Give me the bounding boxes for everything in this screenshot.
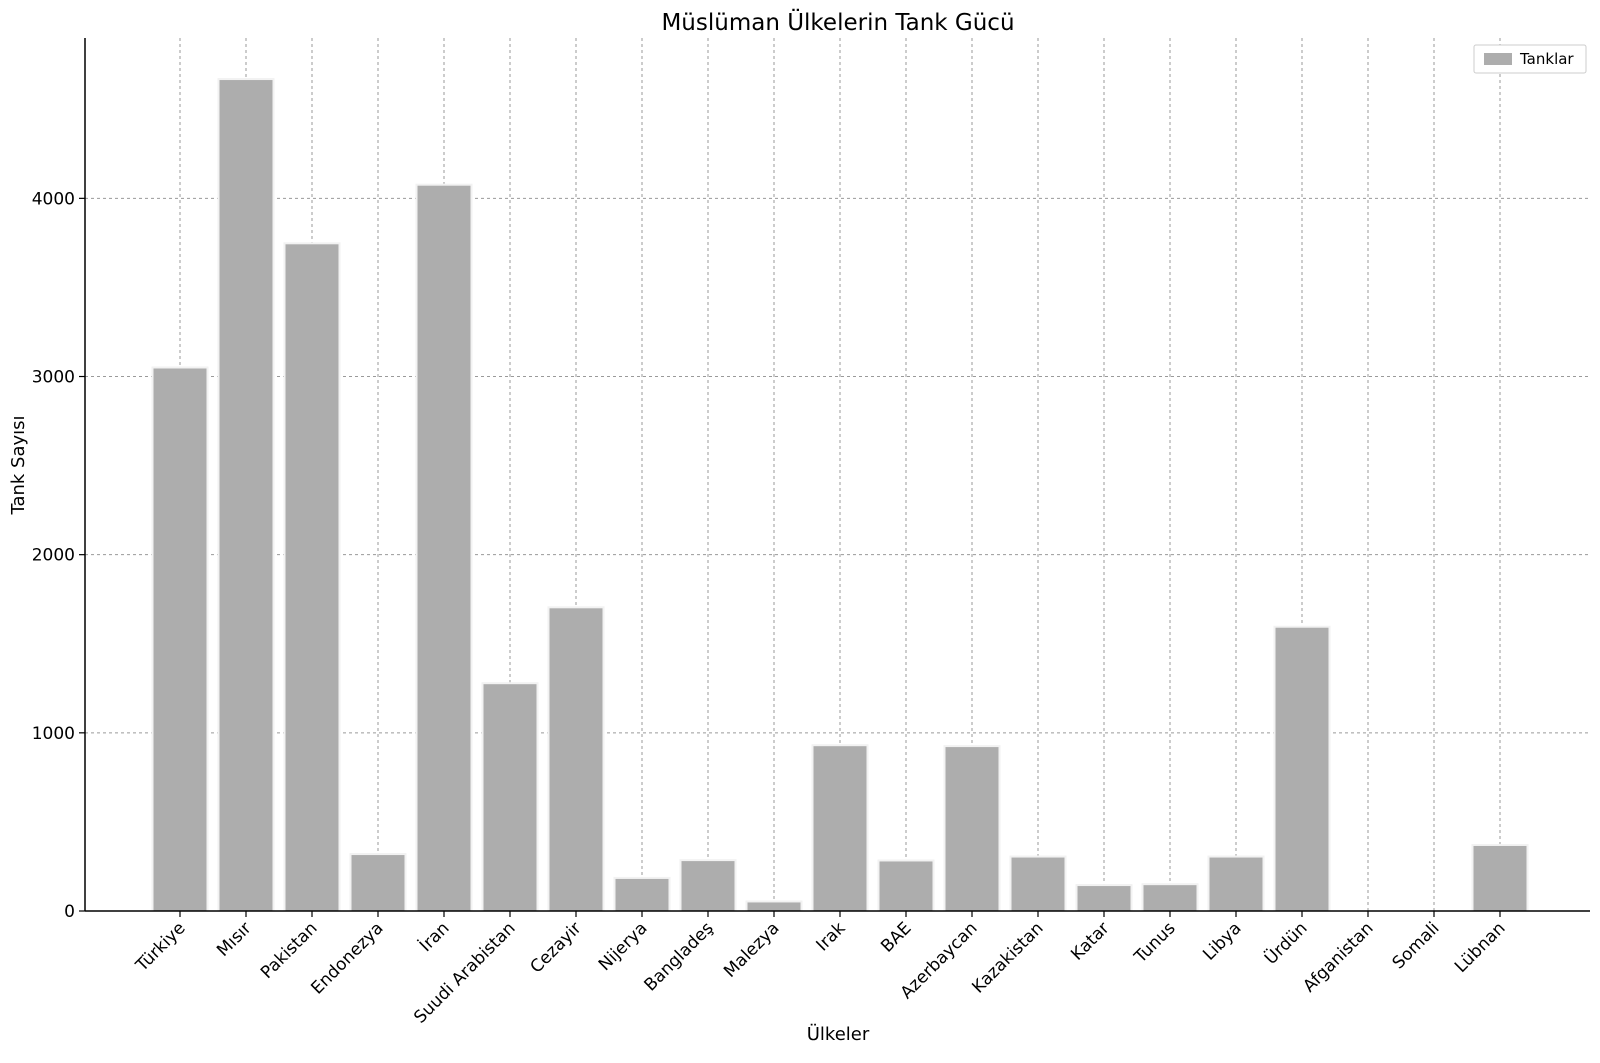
y-tick-label: 3000	[32, 368, 75, 388]
x-tick-label: İran	[415, 918, 453, 956]
x-tick-label: Pakistan	[257, 918, 321, 982]
legend-box	[1473, 44, 1587, 74]
bar-suudi-arabistan	[483, 684, 537, 911]
x-axis-title: Ülkeler	[807, 1023, 870, 1045]
bar-malezya	[747, 902, 801, 911]
bar-lübnan	[1473, 845, 1527, 911]
x-tick-label: Malezya	[720, 918, 783, 981]
x-tick-label: Kazakistan	[968, 918, 1047, 997]
y-tick-label: 0	[64, 902, 75, 922]
bar-katar	[1077, 886, 1131, 911]
x-tick-label: Cezayir	[527, 918, 586, 977]
x-tick-label: Lübnan	[1451, 918, 1509, 976]
x-tick-label: Türkiye	[132, 918, 190, 976]
legend-label-tanklar: Tanklar	[1519, 50, 1574, 68]
bar-nijerya	[615, 878, 669, 911]
bar-bangladeş	[681, 861, 735, 911]
bar-endonezya	[351, 855, 405, 911]
bar-tunus	[1143, 885, 1197, 911]
x-tick-label: Tunus	[1130, 918, 1180, 968]
bar-pakistan	[285, 244, 339, 912]
chart-title: Müslüman Ülkelerin Tank Gücü	[661, 8, 1014, 36]
x-tick-label: Katar	[1067, 918, 1113, 964]
x-tick-label: BAE	[877, 918, 915, 956]
x-tick-label: Mısır	[213, 918, 255, 960]
x-tick-label: Somali	[1389, 918, 1444, 973]
legend-swatch	[1484, 53, 1512, 65]
bar-kazakistan	[1011, 857, 1065, 911]
y-axis-title: Tank Sayısı	[8, 415, 29, 515]
x-tick-label: Bangladeş	[641, 918, 718, 995]
bar-mısır	[219, 80, 273, 912]
y-tick-label: 4000	[32, 189, 75, 209]
bar-bae	[879, 861, 933, 911]
x-tick-label: Irak	[813, 918, 850, 955]
x-tick-label: Libya	[1199, 918, 1245, 964]
bar-i̇ran	[417, 185, 471, 912]
y-tick-label: 1000	[32, 724, 75, 744]
x-tick-label: Nijerya	[595, 918, 652, 975]
bar-ürdün	[1275, 627, 1329, 911]
y-tick-label: 2000	[32, 546, 75, 566]
bar-cezayir	[549, 608, 603, 911]
axes-layer	[79, 38, 1590, 917]
bar-irak	[813, 746, 867, 911]
bar-azerbaycan	[945, 747, 999, 911]
bar-türkiye	[153, 368, 207, 911]
x-tick-label: Afganistan	[1299, 918, 1377, 996]
x-tick-label: Ürdün	[1260, 917, 1312, 969]
legend: Tanklar	[1473, 44, 1587, 74]
bar-libya	[1209, 857, 1263, 911]
bars-layer	[151, 78, 1529, 912]
